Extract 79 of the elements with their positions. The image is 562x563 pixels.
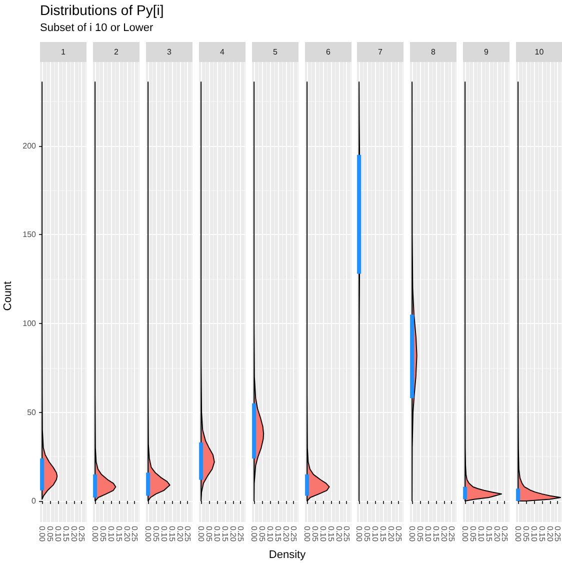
x-tick-label: 0.25 [288, 526, 298, 542]
x-tick-label: 0.15 [484, 526, 494, 542]
x-tick-label: 0.10 [370, 526, 380, 542]
x-tick-label: 0.05 [416, 526, 425, 542]
x-tick-label: 0.20 [122, 526, 132, 542]
x-tick-label: 0.05 [151, 526, 160, 542]
x-tick-label: 0.00 [196, 526, 206, 542]
x-tick-label: 0.15 [432, 526, 441, 542]
x-tick-label: 0.00 [38, 526, 47, 542]
x-tick-label: 0.20 [334, 526, 343, 542]
text: 8 [431, 48, 436, 56]
y-tick-label: 100 [22, 319, 37, 328]
x-tick-label: 0.15 [61, 526, 70, 542]
x-tick-label: 0.15 [537, 526, 546, 542]
x-tick-label: 0.00 [143, 526, 152, 542]
x-tick-label: 0.10 [530, 526, 539, 542]
text: 9 [484, 48, 490, 56]
x-tick-label: 0.00 [302, 526, 312, 542]
y-axis-title: Count [2, 280, 14, 313]
x-tick-label: 0.05 [468, 526, 478, 542]
chart-title: Distributions of Py[i] [40, 2, 164, 18]
x-tick-label: 0.05 [522, 526, 531, 542]
x-tick-label: 0.15 [378, 526, 388, 542]
x-tick-label: 0.20 [440, 526, 449, 542]
x-tick-label: 0.05 [46, 526, 54, 542]
text: 7 [378, 48, 384, 56]
y-tick-label: 0 [32, 496, 37, 506]
x-tick-label: 0.20 [492, 526, 502, 542]
x-tick-label: 0.25 [236, 526, 245, 542]
x-tick-label: 0.05 [362, 526, 372, 542]
x-tick-label: 0.05 [204, 526, 214, 542]
text: 4 [220, 48, 225, 56]
x-tick-label: 0.25 [500, 526, 510, 542]
x-tick-label: 0.00 [514, 526, 523, 542]
x-tick-label: 0.00 [408, 526, 417, 542]
x-tick-label: 0.15 [272, 526, 282, 542]
x-tick-label: 0.20 [175, 526, 184, 542]
x-tick-label: 0.10 [318, 526, 327, 542]
text: 2 [114, 48, 119, 56]
x-tick-label: 0.20 [280, 526, 290, 542]
x-tick-label: 0.10 [265, 526, 274, 542]
x-tick-label: 0.05 [98, 526, 108, 542]
x-tick-label: 0.20 [228, 526, 237, 542]
x-tick-label: 0.15 [114, 526, 124, 542]
x-tick-label: 0.15 [326, 526, 335, 542]
y-tick-label: 50 [27, 408, 37, 417]
x-tick-label: 0.10 [212, 526, 222, 542]
x-tick-label: 0.25 [448, 526, 457, 542]
x-tick-label: 0.20 [386, 526, 396, 542]
x-tick-label: 0.05 [310, 526, 319, 542]
x-tick-label: 0.10 [424, 526, 433, 542]
x-tick-label: 0.25 [130, 526, 140, 542]
x-tick-label: 0.25 [394, 526, 404, 542]
x-tick-label: 0.25 [553, 526, 562, 542]
y-tick-label: 150 [22, 230, 37, 240]
x-tick-label: 0.00 [460, 526, 470, 542]
x-tick-label: 0.25 [342, 526, 351, 542]
x-tick-label: 0.25 [77, 526, 86, 542]
chart-subtitle: Subset of i 10 or Lower [40, 22, 154, 34]
y-tick-label: 200 [22, 141, 37, 150]
text: 3 [166, 48, 172, 56]
x-tick-label: 0.05 [257, 526, 266, 542]
x-tick-label: 0.00 [249, 526, 258, 542]
x-tick-label: 0.00 [354, 526, 364, 542]
x-axis-title: Density [268, 548, 306, 561]
x-tick-label: 0.20 [545, 526, 554, 542]
text: 10 [534, 48, 544, 56]
x-tick-label: 0.00 [90, 526, 100, 542]
text: 5 [272, 48, 278, 56]
x-tick-label: 0.20 [69, 526, 78, 542]
text: 1 [61, 48, 66, 56]
x-tick-label: 0.15 [167, 526, 176, 542]
text: 6 [326, 48, 331, 56]
x-tick-label: 0.25 [183, 526, 192, 542]
x-tick-label: 0.10 [106, 526, 116, 542]
x-tick-label: 0.10 [53, 526, 62, 542]
x-tick-label: 0.10 [476, 526, 486, 542]
x-tick-label: 0.10 [159, 526, 168, 542]
x-tick-label: 0.15 [220, 526, 230, 542]
